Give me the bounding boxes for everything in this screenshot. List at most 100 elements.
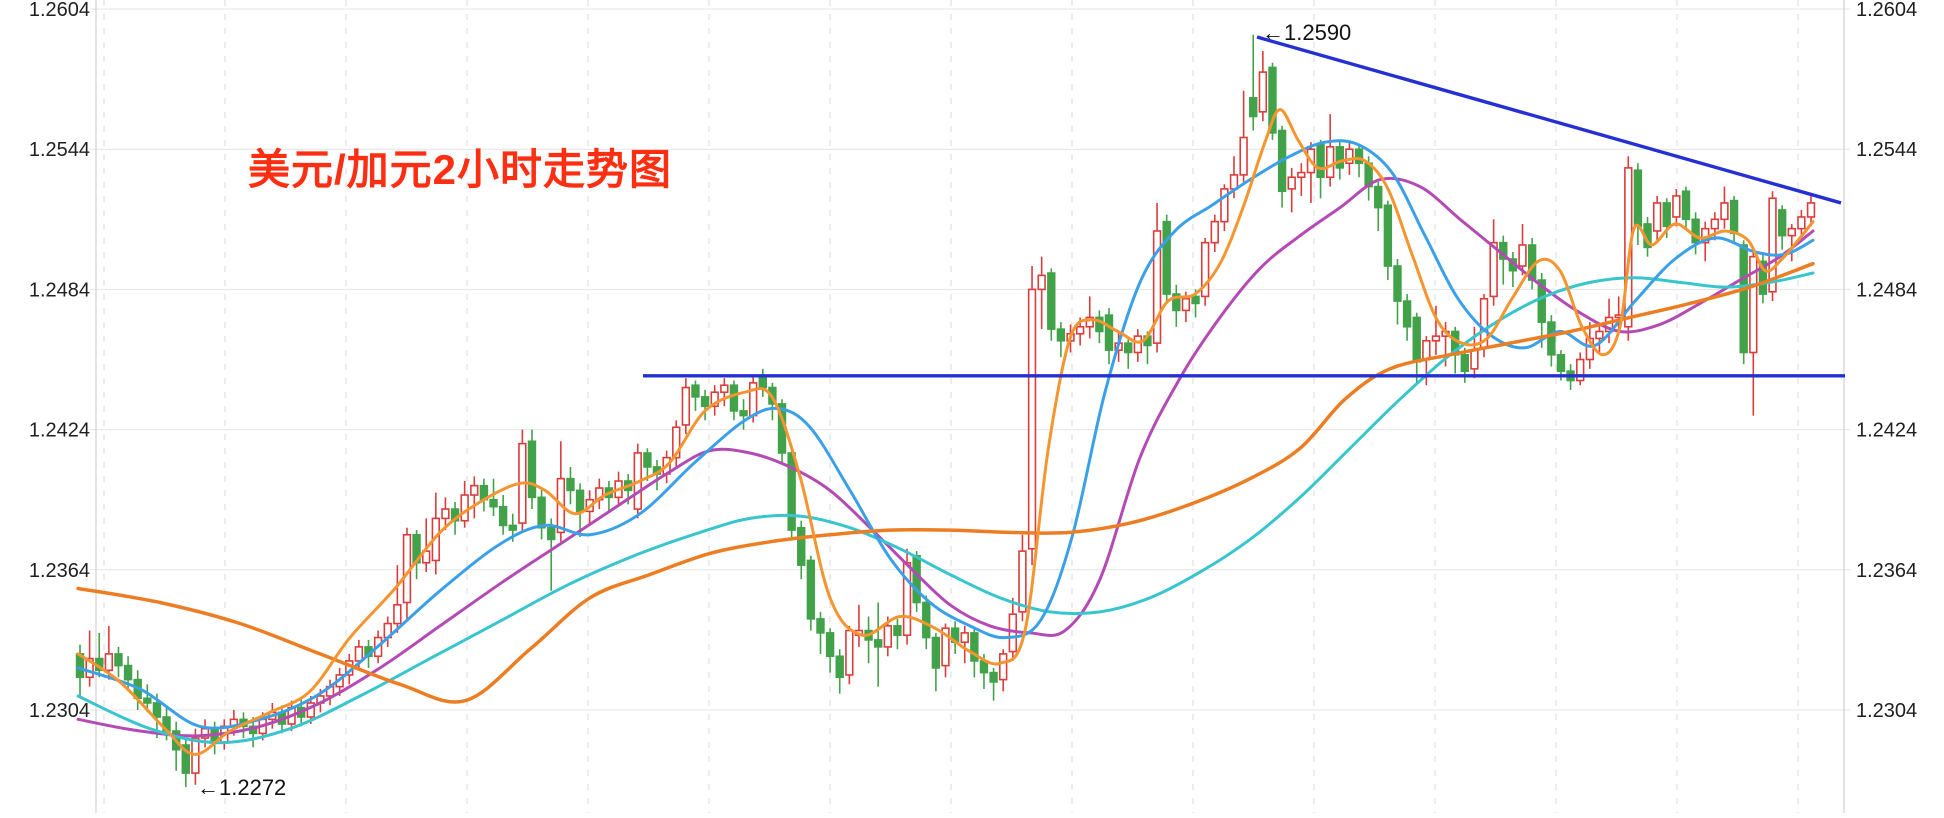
candle-down <box>806 555 816 631</box>
candle-up <box>85 630 94 687</box>
candle-down <box>931 632 941 692</box>
candle-down <box>825 628 835 673</box>
candle-down <box>691 380 700 411</box>
candle-down <box>171 721 181 771</box>
candle-up <box>681 378 691 435</box>
candle-down <box>1249 34 1258 131</box>
candle-up <box>1220 184 1229 231</box>
candle-up <box>1133 329 1143 362</box>
candle-up <box>1518 223 1527 276</box>
candle-down <box>1335 139 1344 180</box>
candle-up <box>710 385 719 416</box>
price-label-left: 1.2604 <box>29 0 90 21</box>
candle-down <box>700 389 710 421</box>
candle-up <box>1200 237 1210 306</box>
candle-up <box>1787 223 1796 262</box>
candle-down <box>739 399 748 430</box>
candle-down <box>143 684 152 713</box>
price-label-left: 1.2484 <box>29 279 90 301</box>
candle-up <box>1672 188 1681 227</box>
candle-down <box>181 738 190 788</box>
grid-layer <box>90 0 1850 813</box>
candle-up <box>1806 193 1816 227</box>
candle-down <box>787 448 796 538</box>
candle-up <box>460 481 469 528</box>
candle-down <box>1104 308 1114 365</box>
ma-fast-orange <box>76 108 1815 756</box>
candle-down <box>1393 259 1402 325</box>
candle-up <box>1018 534 1027 622</box>
candle-up <box>421 518 431 573</box>
candle-down <box>1402 294 1412 341</box>
price-label-right: 1.2424 <box>1856 420 1917 442</box>
price-label-right: 1.2364 <box>1856 560 1917 582</box>
candle-down <box>989 667 998 701</box>
candle-up <box>1595 324 1604 353</box>
candle-down <box>527 429 537 510</box>
candle-down <box>835 649 844 694</box>
candle-up <box>1152 202 1162 353</box>
candle-down <box>1777 205 1787 250</box>
candle-down <box>537 488 546 540</box>
candle-up <box>1027 266 1037 566</box>
candle-down <box>797 520 806 580</box>
candle-up <box>441 497 450 531</box>
candle-up <box>1576 352 1585 386</box>
candle-down <box>758 368 767 397</box>
candle-down <box>1508 252 1518 288</box>
candle-up <box>518 429 527 533</box>
candle-down <box>566 466 575 505</box>
candle-down <box>1729 195 1739 243</box>
candle-down <box>412 530 421 580</box>
candle-up <box>720 378 729 407</box>
candle-up <box>595 478 604 510</box>
price-label-left: 1.2304 <box>29 700 90 722</box>
candle-down <box>114 646 123 678</box>
ma-cyan <box>76 271 1815 745</box>
candle-up <box>960 625 969 664</box>
candle-down <box>893 618 902 650</box>
candle-down <box>1354 144 1364 178</box>
candle-down <box>1268 62 1277 140</box>
candle-down <box>1691 212 1700 255</box>
candle-down <box>489 478 498 517</box>
candle-up <box>854 604 864 647</box>
candle-down <box>1739 240 1748 365</box>
candle-up <box>1489 219 1498 306</box>
candle-down <box>1758 254 1768 304</box>
candle-down <box>729 380 739 421</box>
candle-up <box>383 616 392 647</box>
candle-up <box>1037 256 1046 330</box>
price-label-right: 1.2304 <box>1856 700 1917 722</box>
candle-up <box>1258 51 1268 122</box>
candle-down <box>1277 125 1287 208</box>
candle-down <box>864 616 873 664</box>
price-label-right: 1.2484 <box>1856 279 1917 301</box>
candle-down <box>1162 214 1171 304</box>
candle-up <box>1720 186 1729 229</box>
ma-magenta <box>76 176 1815 738</box>
price-label-left: 1.2424 <box>29 420 90 442</box>
candle-up <box>1306 142 1316 203</box>
candle-down <box>912 551 921 612</box>
candle-down <box>950 621 960 654</box>
candle-up <box>845 625 854 685</box>
candle-down <box>1095 310 1104 344</box>
candle-up <box>1431 305 1441 355</box>
candle-up <box>1239 90 1248 182</box>
candle-up <box>1710 212 1720 241</box>
candle-down <box>1047 268 1056 341</box>
price-label-left: 1.2364 <box>29 560 90 582</box>
annotation-low-label: ←1.2272 <box>197 775 286 800</box>
candle-up <box>672 420 681 467</box>
candle-up <box>1210 214 1219 253</box>
annotation-high-label: ←1.2590 <box>1262 20 1351 45</box>
candle-down <box>1124 338 1133 369</box>
candle-down <box>1499 235 1508 285</box>
candle-up <box>1749 252 1758 416</box>
candle-up <box>1297 163 1306 196</box>
candle-down <box>95 632 104 678</box>
candle-up <box>470 476 479 519</box>
